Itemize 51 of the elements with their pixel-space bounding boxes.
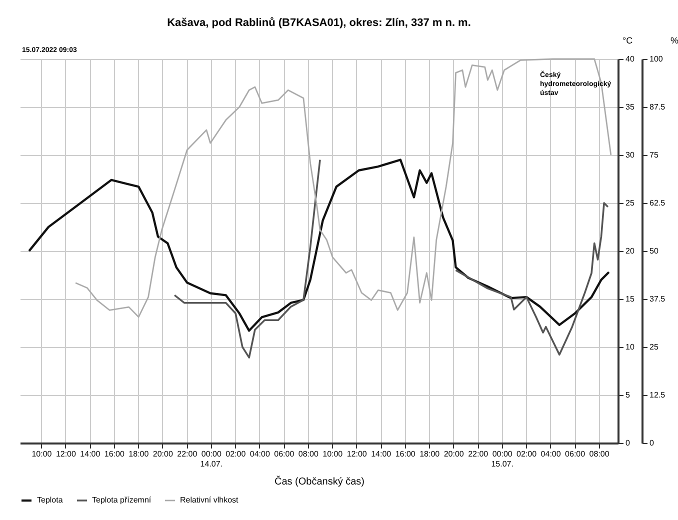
x-tick-label: 12:00	[346, 450, 368, 458]
y2-tick-label: 87.5	[650, 102, 666, 112]
y-tick-label: 35	[626, 102, 635, 112]
x-tick-label: 04:00	[250, 450, 270, 458]
x-tick-label: 10:00	[322, 450, 344, 458]
x-tick-label: 06:00	[274, 450, 295, 458]
y2-tick-label: 37.5	[650, 294, 666, 304]
y-tick-label: 0	[626, 438, 630, 448]
x-tick-label: 00:00 14.07.	[200, 450, 223, 468]
x-tick-label: 06:00	[565, 450, 586, 458]
x-tick-label: 08:00	[589, 450, 610, 458]
x-tick-label: 12:00	[56, 450, 77, 458]
x-tick-label: 16:00	[104, 450, 125, 458]
y2-tick-label: 62.5	[650, 198, 666, 208]
x-tick-label: 18:00	[128, 450, 150, 458]
legend-label: Relativní vlhkost	[180, 496, 240, 504]
y2-tick-label: 50	[650, 246, 659, 256]
x-tick-label: 04:00	[540, 450, 562, 458]
y-axis-title: °C	[622, 36, 634, 46]
legend-label: Teplota	[37, 496, 64, 505]
x-tick-label: 20:00	[152, 450, 174, 458]
x-tick-label: 02:00	[226, 450, 246, 458]
y-tick-label: 5	[626, 390, 630, 400]
x-tick-label: 14:00	[371, 450, 392, 458]
y-tick-label: 15	[626, 294, 635, 304]
x-tick-label: 10:00	[32, 450, 52, 458]
y2-tick-label: 75	[650, 150, 659, 160]
y2-tick-label: 100	[650, 54, 664, 64]
y-tick-label: 25	[626, 198, 635, 208]
x-tick-label: 20:00	[444, 450, 464, 458]
x-tick-label: 02:00	[516, 450, 538, 458]
x-tick-label: 08:00	[298, 450, 319, 458]
x-tick-label: 22:00	[177, 450, 198, 458]
y-tick-label: 40	[626, 54, 635, 64]
line-series	[74, 58, 612, 318]
legend-label: Teplota přízemní	[92, 496, 152, 504]
y2-tick-label: 0	[650, 438, 654, 448]
x-tick-label: 22:00	[468, 450, 489, 458]
y2-tick-label: 25	[650, 342, 659, 352]
x-tick-label: 00:00 15.07.	[491, 450, 514, 468]
chart-title: Kašava, pod Rablinů (B7KASA01), okres: Zlín, 337 m n. m.	[167, 17, 471, 29]
y-tick-label: 20	[626, 246, 635, 256]
y-tick-label: 30	[626, 150, 635, 160]
y2-tick-label: 12.5	[650, 390, 666, 400]
y-tick-label: 10	[626, 342, 635, 352]
line-series	[28, 158, 610, 332]
x-axis-title: Čas (Občanský čas)	[274, 476, 365, 488]
x-tick-label: 14:00	[80, 450, 101, 458]
y2-axis-title: %	[670, 36, 678, 46]
x-tick-label: 18:00	[420, 450, 440, 458]
x-tick-label: 16:00	[395, 450, 416, 458]
